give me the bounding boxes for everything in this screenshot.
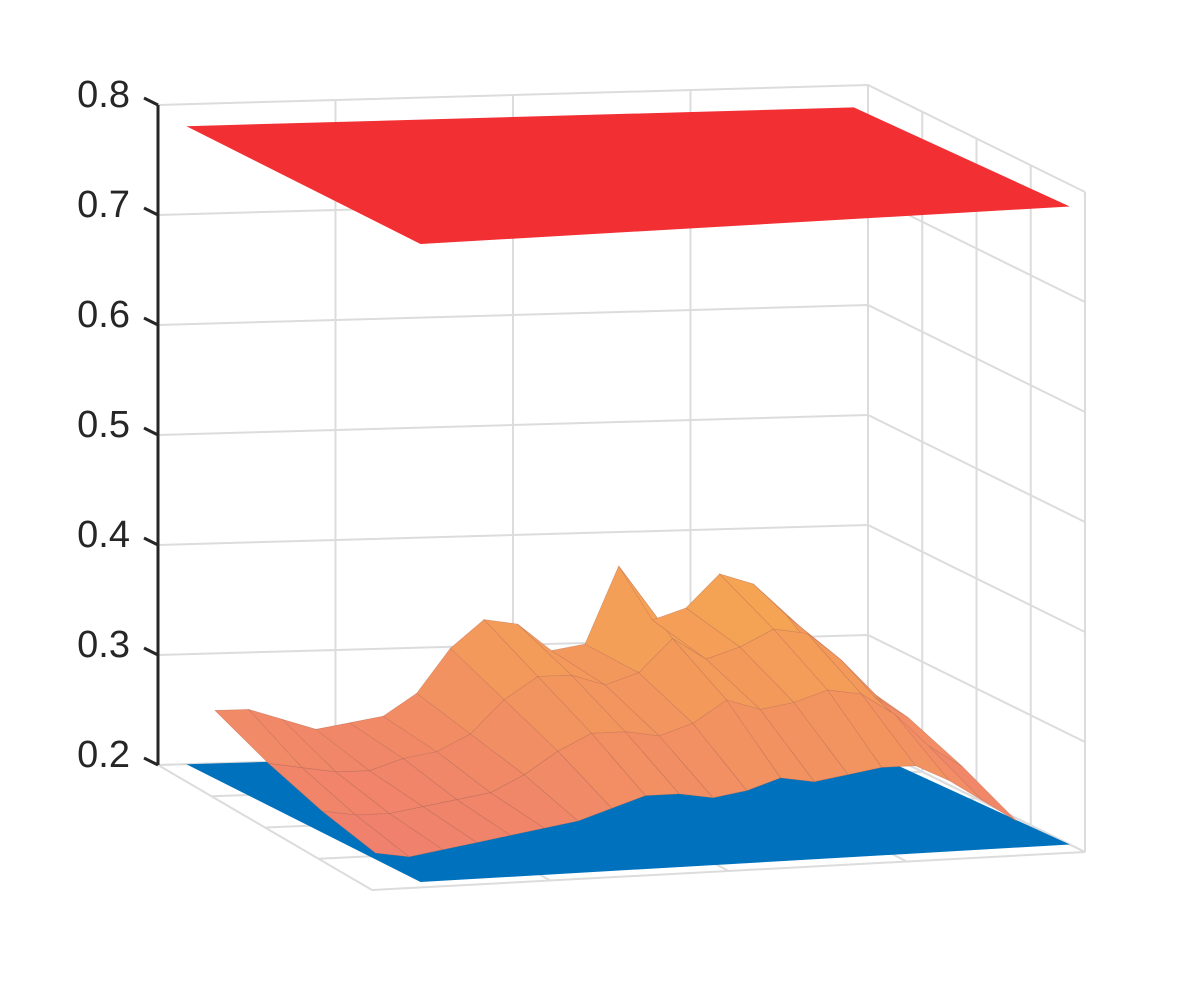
z-tick-mark-0 <box>143 756 159 767</box>
red-plane <box>186 107 1070 245</box>
gridline-z-3 <box>157 413 1086 523</box>
z-tick-label-6: 0.8 <box>77 74 130 116</box>
z-tick-mark-5 <box>143 206 159 217</box>
z-tick-label-2: 0.4 <box>77 514 130 556</box>
z-tick-mark-2 <box>143 536 159 547</box>
red-plane-fill <box>186 107 1070 245</box>
z-tick-mark-3 <box>143 426 159 437</box>
z-tick-mark-4 <box>143 316 159 327</box>
gridline-floor-v-4 <box>371 851 1086 891</box>
z-tick-label-4: 0.6 <box>77 294 130 336</box>
gridline-z-4 <box>157 303 1086 413</box>
z-tick-label-1: 0.3 <box>77 624 130 666</box>
z-tick-label-3: 0.5 <box>77 404 130 446</box>
z-tick-label-5: 0.7 <box>77 184 130 226</box>
surface-mesh <box>214 565 1018 858</box>
z-tick-mark-6 <box>143 96 159 107</box>
surface-patch <box>928 745 1018 822</box>
z-tick-mark-1 <box>143 646 159 657</box>
z-axis: 0.2 0.3 0.4 0.5 0.6 0.7 0.8 <box>77 74 160 776</box>
z-tick-label-0: 0.2 <box>77 734 130 776</box>
